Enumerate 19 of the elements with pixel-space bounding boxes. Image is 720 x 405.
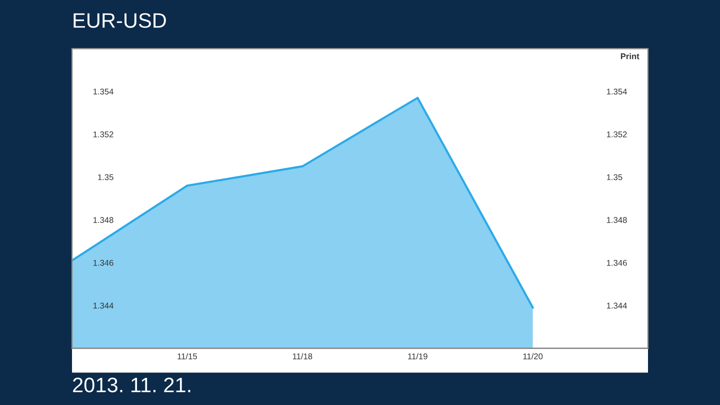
y2-tick-label: 1.352 bbox=[606, 131, 627, 138]
y2-tick-label: 1.354 bbox=[606, 88, 627, 95]
y-tick-label: 1.354 bbox=[93, 88, 114, 95]
y-tick-label: 1.352 bbox=[93, 131, 114, 138]
y-tick-label: 1.344 bbox=[93, 302, 114, 309]
y-tick-label: 1.35 bbox=[98, 174, 114, 180]
x-tick-label: 11/19 bbox=[408, 353, 428, 360]
y2-tick-label: 1.344 bbox=[606, 302, 627, 309]
chart-title: EUR-USD bbox=[74, 13, 166, 28]
annotation: Print bbox=[620, 53, 640, 60]
y2-tick-label: 1.348 bbox=[606, 217, 627, 223]
x-tick-label: 11/20 bbox=[523, 353, 543, 360]
x-tick-label: 11/15 bbox=[178, 353, 197, 360]
x-tick-label: 11/18 bbox=[292, 353, 312, 360]
y2-tick-label: 1.346 bbox=[606, 260, 627, 266]
y2-tick-label: 1.35 bbox=[606, 174, 622, 180]
text: 2013. 11. 21. bbox=[73, 378, 190, 392]
y-tick-label: 1.346 bbox=[93, 260, 114, 266]
y-tick-label: 1.348 bbox=[93, 217, 114, 223]
